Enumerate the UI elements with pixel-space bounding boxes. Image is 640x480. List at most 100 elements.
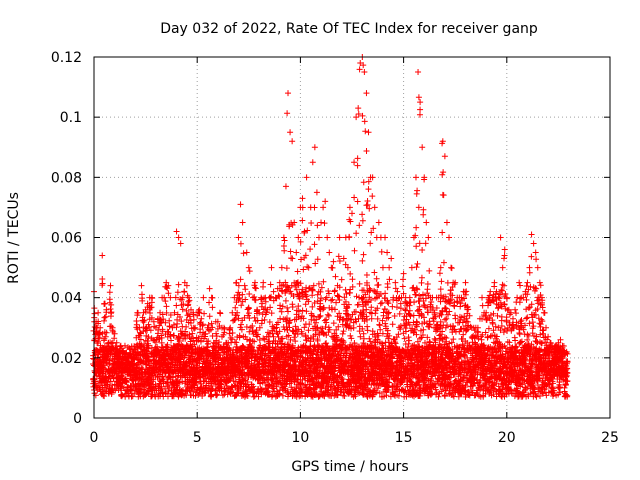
data-point (326, 249, 333, 256)
data-point (238, 302, 245, 309)
data-point (360, 251, 367, 258)
data-point (163, 303, 170, 310)
data-point (371, 269, 378, 276)
data-point (251, 282, 258, 289)
data-point (101, 300, 108, 307)
data-point (354, 155, 361, 162)
data-point (198, 315, 205, 322)
data-point (214, 391, 221, 398)
data-point (182, 349, 189, 356)
data-point (120, 350, 127, 357)
data-point (315, 234, 322, 241)
data-point (173, 228, 180, 235)
data-point (354, 198, 361, 205)
data-point (175, 379, 182, 386)
data-point (400, 276, 407, 283)
data-point (175, 234, 182, 241)
data-point (164, 285, 171, 292)
data-point (344, 304, 351, 311)
data-point (231, 316, 238, 323)
data-point (339, 330, 346, 337)
data-point (192, 324, 199, 331)
data-point (287, 129, 294, 136)
data-point (252, 284, 259, 291)
data-point (185, 294, 192, 301)
data-point (330, 320, 337, 327)
data-point (249, 384, 256, 391)
data-point (267, 304, 274, 311)
data-point (322, 198, 329, 205)
data-point (183, 282, 190, 289)
data-point (158, 332, 165, 339)
data-point (220, 349, 227, 356)
data-point (347, 270, 354, 277)
data-point (331, 306, 338, 313)
data-point (106, 289, 113, 296)
data-point (353, 230, 360, 237)
data-point (200, 294, 207, 301)
data-point (206, 313, 213, 320)
data-point (284, 110, 291, 117)
data-point (361, 69, 368, 76)
data-point (163, 309, 170, 316)
data-point (300, 266, 307, 273)
data-point (183, 323, 190, 330)
data-point (204, 358, 211, 365)
data-point (208, 393, 215, 400)
data-point (332, 273, 339, 280)
data-point (293, 249, 300, 256)
data-point (196, 306, 203, 313)
data-point (356, 280, 363, 287)
data-point (211, 340, 218, 347)
data-point (262, 380, 269, 387)
data-point (227, 376, 234, 383)
data-point (99, 252, 106, 259)
data-point (109, 344, 116, 351)
data-point (282, 297, 289, 304)
data-point (220, 331, 227, 338)
data-point (377, 326, 384, 333)
data-point (138, 364, 145, 371)
data-point (284, 304, 291, 311)
data-point (123, 379, 130, 386)
data-point (289, 255, 296, 262)
data-point (263, 388, 270, 395)
data-point (236, 292, 243, 299)
data-point (165, 282, 172, 289)
data-point (233, 339, 240, 346)
data-point (252, 285, 259, 292)
data-point (309, 159, 316, 166)
data-point (359, 211, 366, 218)
data-point (260, 335, 267, 342)
data-point (159, 376, 166, 383)
data-point (208, 320, 215, 327)
data-point (412, 174, 419, 181)
data-point (236, 332, 243, 339)
data-point (214, 318, 221, 325)
data-point (101, 393, 108, 400)
data-point (267, 281, 274, 288)
data-point (112, 369, 119, 376)
data-point (356, 222, 363, 229)
data-point (192, 392, 199, 399)
data-point (95, 309, 102, 316)
data-point (195, 309, 202, 316)
data-point (412, 291, 419, 298)
data-point (252, 297, 259, 304)
data-point (179, 306, 186, 313)
data-point (162, 298, 169, 305)
data-point (133, 371, 140, 378)
data-point (324, 234, 331, 241)
data-point (389, 321, 396, 328)
data-point (268, 310, 275, 317)
data-point (336, 234, 343, 241)
data-point (356, 66, 363, 73)
data-point (107, 310, 114, 317)
data-point (233, 343, 240, 350)
data-point (125, 392, 132, 399)
data-point (311, 204, 318, 211)
data-point (133, 317, 140, 324)
data-point (313, 189, 320, 196)
data-point (249, 328, 256, 335)
data-point (415, 94, 422, 101)
